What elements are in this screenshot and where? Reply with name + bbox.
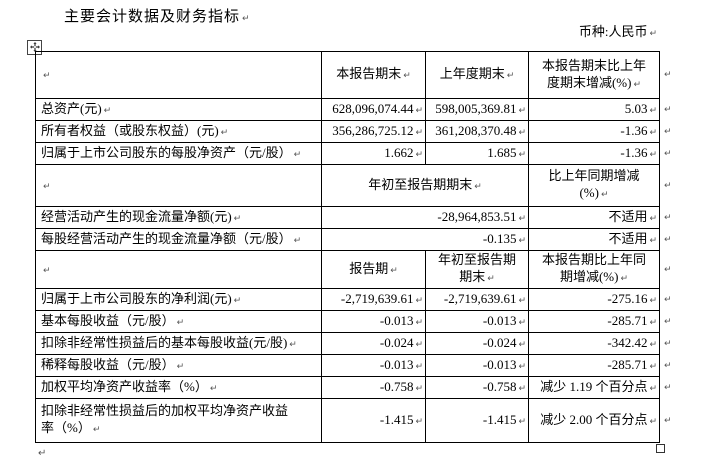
empty-header-cell <box>35 51 322 99</box>
row-label: 加权平均净资产收益率（%） <box>35 376 322 399</box>
end-of-row-mark <box>660 311 676 333</box>
col-header-change-vs-same-period: 本报告期比上年同 期增减(%) <box>528 250 660 289</box>
cell-change-note: 不适用 <box>528 228 660 251</box>
cell-change-pct: -1.36 <box>528 142 660 165</box>
end-of-row-mark <box>660 377 676 399</box>
end-of-row-mark <box>660 399 676 443</box>
table-resize-handle[interactable] <box>656 444 665 453</box>
cell-reporting-period: -1.415 <box>321 398 426 443</box>
cell-current-period: 1.662 <box>321 142 426 165</box>
page-title: 主要会计数据及财务指标 <box>64 5 251 26</box>
table-row-weighted-roe-excl-nonrecurring: 扣除非经常性损益后的加权平均净资产收益 率（%） -1.415 -1.415 减… <box>35 398 676 443</box>
table-row-net-assets-per-share: 归属于上市公司股东的每股净资产（元/股） 1.662 1.685 -1.36 <box>35 142 676 165</box>
row-label: 归属于上市公司股东的每股净资产（元/股） <box>35 142 322 165</box>
cell-change-pct: 5.03 <box>528 98 660 121</box>
cell-ytd-value: -0.135 <box>321 228 529 251</box>
cell-reporting-period: -0.758 <box>321 376 426 399</box>
end-of-row-mark <box>660 121 676 143</box>
cell-ytd: -0.013 <box>425 354 529 377</box>
end-of-row-mark <box>660 207 676 229</box>
table-row-owners-equity: 所有者权益（或股东权益）(元) 356,286,725.12 361,208,3… <box>35 120 676 143</box>
table-row-diluted-eps: 稀释每股收益（元/股） -0.013 -0.013 -285.71 <box>35 354 676 377</box>
cell-change-note: 减少 2.00 个百分点 <box>528 398 660 443</box>
financial-indicators-table: 本报告期末 上年度期末 本报告期末比上年 度期末增减(%) 总资产(元) 628… <box>35 51 676 443</box>
row-label: 每股经营活动产生的现金流量净额（元/股） <box>35 228 322 251</box>
row-label: 归属于上市公司股东的净利润(元) <box>35 288 322 311</box>
row-label: 扣除非经常性损益后的加权平均净资产收益 率（%） <box>35 398 322 443</box>
col-header-current-period-end: 本报告期末 <box>321 51 426 99</box>
row-label: 总资产(元) <box>35 98 322 121</box>
table-row-operating-cashflow: 经营活动产生的现金流量净额(元) -28,964,853.51 不适用 <box>35 206 676 229</box>
end-of-row-mark <box>660 99 676 121</box>
table-row-operating-cashflow-per-share: 每股经营活动产生的现金流量净额（元/股） -0.135 不适用 <box>35 228 676 251</box>
row-label: 所有者权益（或股东权益）(元) <box>35 120 322 143</box>
cell-ytd: -2,719,639.61 <box>425 288 529 311</box>
table-header-row-period-end: 本报告期末 上年度期末 本报告期末比上年 度期末增减(%) <box>35 51 676 99</box>
cell-current-period: 356,286,725.12 <box>321 120 426 143</box>
cell-change-pct: -285.71 <box>528 310 660 333</box>
table-row-net-profit: 归属于上市公司股东的净利润(元) -2,719,639.61 -2,719,63… <box>35 288 676 311</box>
row-label: 经营活动产生的现金流量净额(元) <box>35 206 322 229</box>
move-icon <box>29 39 40 57</box>
empty-header-cell <box>35 164 322 207</box>
cell-prior-year: 361,208,370.48 <box>425 120 529 143</box>
cell-change-pct: -275.16 <box>528 288 660 311</box>
cell-prior-year: 598,005,369.81 <box>425 98 529 121</box>
cell-prior-year: 1.685 <box>425 142 529 165</box>
cell-change-note: 不适用 <box>528 206 660 229</box>
cell-ytd: -0.758 <box>425 376 529 399</box>
cell-reporting-period: -0.013 <box>321 310 426 333</box>
end-of-row-mark <box>660 229 676 251</box>
cell-current-period: 628,096,074.44 <box>321 98 426 121</box>
col-header-ytd: 年初至报告期 期末 <box>425 250 529 289</box>
table-row-basic-eps-excl-nonrecurring: 扣除非经常性损益后的基本每股收益(元/股) -0.024 -0.024 -342… <box>35 332 676 355</box>
currency-note: 币种:人民币 <box>579 21 657 40</box>
paragraph-mark <box>38 448 46 459</box>
table-header-row-ytd: 年初至报告期期末 比上年同期增减 (%) <box>35 164 676 207</box>
table-row-basic-eps: 基本每股收益（元/股） -0.013 -0.013 -285.71 <box>35 310 676 333</box>
end-of-row-mark <box>660 251 676 289</box>
cell-reporting-period: -0.024 <box>321 332 426 355</box>
col-header-ytd-period-end: 年初至报告期期末 <box>321 164 529 207</box>
end-of-row-mark <box>660 165 676 207</box>
table-header-row-reporting-period: 报告期 年初至报告期 期末 本报告期比上年同 期增减(%) <box>35 250 676 289</box>
cell-change-pct: -342.42 <box>528 332 660 355</box>
end-of-row-mark <box>660 143 676 165</box>
row-label: 基本每股收益（元/股） <box>35 310 322 333</box>
cell-ytd: -0.024 <box>425 332 529 355</box>
col-header-prior-year-end: 上年度期末 <box>425 51 529 99</box>
row-label: 稀释每股收益（元/股） <box>35 354 322 377</box>
end-of-row-mark <box>660 333 676 355</box>
cell-change-pct: -1.36 <box>528 120 660 143</box>
col-header-change-vs-prior-year-end: 本报告期末比上年 度期末增减(%) <box>528 51 660 99</box>
cell-change-note: 减少 1.19 个百分点 <box>528 376 660 399</box>
cell-reporting-period: -0.013 <box>321 354 426 377</box>
cell-ytd: -0.013 <box>425 310 529 333</box>
table-row-weighted-roe: 加权平均净资产收益率（%） -0.758 -0.758 减少 1.19 个百分点 <box>35 376 676 399</box>
cell-ytd: -1.415 <box>425 398 529 443</box>
end-of-row-mark <box>660 52 676 99</box>
table-row-total-assets: 总资产(元) 628,096,074.44 598,005,369.81 5.0… <box>35 98 676 121</box>
cell-ytd-value: -28,964,853.51 <box>321 206 529 229</box>
empty-header-cell <box>35 250 322 289</box>
col-header-reporting-period: 报告期 <box>321 250 426 289</box>
col-header-change-vs-same-period: 比上年同期增减 (%) <box>528 164 660 207</box>
cell-change-pct: -285.71 <box>528 354 660 377</box>
row-label: 扣除非经常性损益后的基本每股收益(元/股) <box>35 332 322 355</box>
cell-reporting-period: -2,719,639.61 <box>321 288 426 311</box>
end-of-row-mark <box>660 355 676 377</box>
end-of-row-mark <box>660 289 676 311</box>
